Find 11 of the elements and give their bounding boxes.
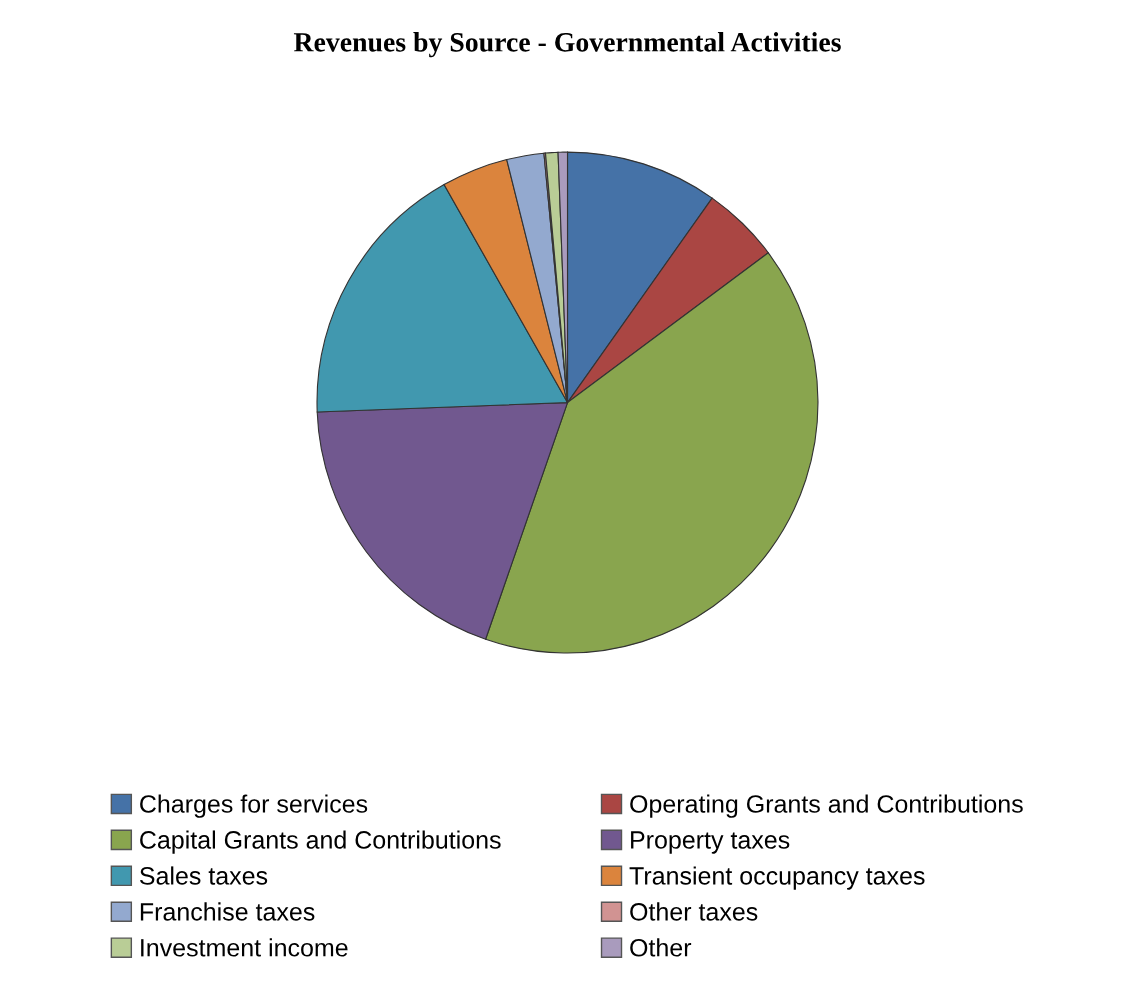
legend-label: Capital Grants and Contributions: [140, 830, 501, 854]
legend-label: Charges for services: [140, 794, 368, 818]
chart-title: Revenues by Source - Governmental Activities: [293, 32, 841, 58]
legend-label: Franchise taxes: [140, 902, 315, 921]
legend-label: Investment income: [141, 938, 348, 957]
legend-label: Sales taxes: [139, 866, 268, 885]
legend-label: Property taxes: [631, 831, 790, 854]
legend-label: Other: [630, 938, 692, 957]
legend-label: Other taxes: [630, 902, 758, 921]
legend-label: Operating Grants and Contributions: [630, 794, 1023, 818]
legend-label: Transient occupancy taxes: [629, 866, 925, 890]
